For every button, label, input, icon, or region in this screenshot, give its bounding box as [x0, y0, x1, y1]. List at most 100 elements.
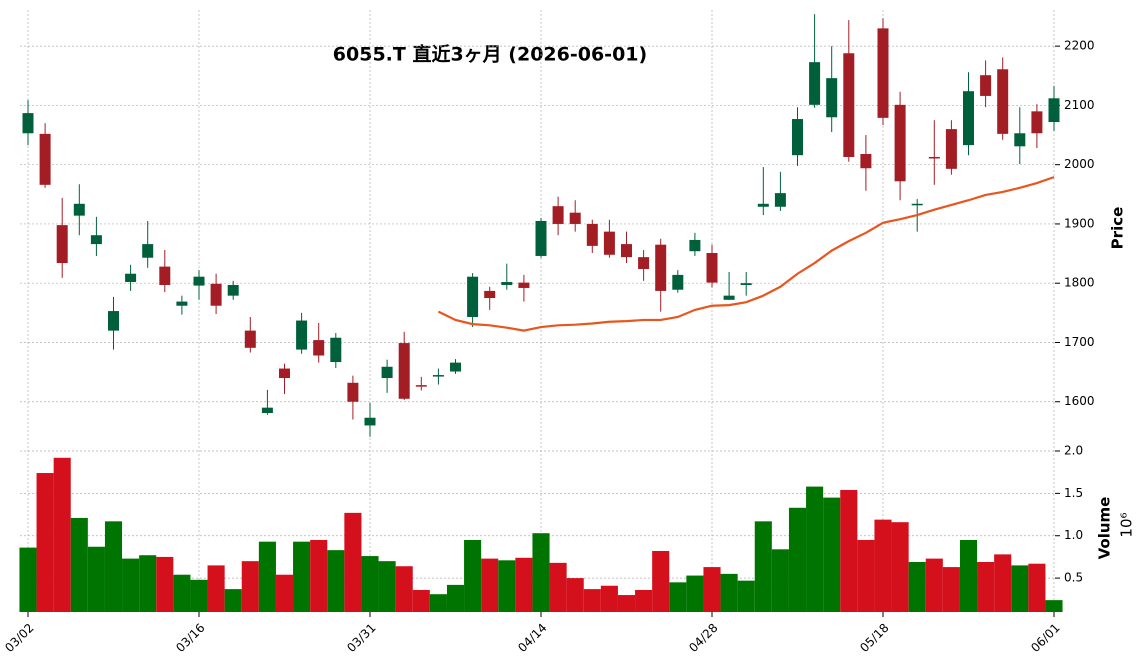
candle-body [689, 239, 701, 252]
candle-body [723, 295, 735, 300]
y-tick-label: 1900 [1064, 216, 1095, 230]
candle-body [210, 283, 222, 306]
volume-bar [70, 517, 88, 612]
candle-body [244, 330, 256, 348]
volume-bar [669, 582, 687, 612]
candle-body [347, 382, 359, 402]
candle-body [56, 225, 68, 264]
volume-scale-label: 10⁶ [1118, 512, 1136, 537]
volume-bar [36, 473, 54, 612]
volume-bar [344, 512, 362, 612]
volume-bar [446, 584, 465, 612]
volume-bar [635, 589, 653, 612]
candle-body [518, 282, 530, 288]
volume-bar [378, 561, 396, 612]
volume-bar [857, 539, 875, 612]
volume-bar [429, 594, 447, 612]
candle-body [945, 129, 957, 169]
candle-body [142, 244, 154, 258]
candle-body [39, 133, 51, 185]
candle-body [193, 276, 205, 286]
candle-body [774, 193, 786, 207]
y-tick-label: 2000 [1064, 157, 1095, 171]
volume-bar [1028, 563, 1046, 612]
candle-body [415, 385, 427, 387]
volume-bar [771, 549, 789, 612]
y-tick-label: 1700 [1064, 335, 1095, 349]
volume-bar [977, 562, 995, 612]
x-tick-label: 03/16 [173, 621, 207, 655]
volume-bar [19, 547, 37, 612]
volume-bar [686, 575, 704, 612]
volume-bar [959, 539, 978, 612]
candle-body [603, 231, 615, 255]
volume-bar [942, 567, 960, 612]
candle-body [432, 375, 444, 377]
volume-bar [498, 560, 516, 612]
candle-body [757, 203, 769, 207]
volume-bar [395, 566, 413, 612]
candle-body [535, 220, 547, 256]
candle-body [313, 340, 325, 356]
candle-body [706, 252, 718, 283]
candle-body [860, 154, 872, 169]
volume-bar [310, 539, 328, 612]
volume-bar [583, 589, 601, 612]
volume-bar [173, 574, 191, 612]
volume-bar [122, 558, 140, 612]
candle-body [569, 212, 581, 224]
volume-bar [532, 533, 550, 612]
candle-body [398, 343, 410, 399]
volume-bar [703, 567, 721, 612]
volume-bar [190, 579, 208, 612]
volume-bar [293, 541, 311, 612]
price-axis-label: Price [1109, 207, 1127, 250]
volume-bar [874, 519, 892, 612]
candle-body [638, 257, 650, 269]
candle-body [809, 62, 821, 105]
candle-body [740, 283, 752, 285]
volume-bar [600, 585, 618, 612]
volume-bar [823, 497, 841, 612]
y-tick-label: 1600 [1064, 394, 1095, 408]
candle-body [877, 28, 889, 118]
volume-bar [515, 557, 533, 612]
candle-body [911, 203, 923, 206]
moving-average-line [437, 176, 1055, 332]
volume-bar [840, 489, 858, 612]
volume-bar [53, 457, 71, 612]
volume-bar [806, 486, 824, 612]
volume-bar [275, 574, 294, 612]
y-tick-label: 2100 [1064, 98, 1095, 112]
candle-body [980, 75, 992, 96]
candle-body [159, 266, 171, 285]
candle-body [552, 206, 564, 224]
volume-bar [788, 507, 807, 612]
volume-bar [754, 521, 772, 612]
volume-bar [720, 573, 738, 612]
volume-bar [549, 562, 567, 612]
candle-body [467, 276, 479, 317]
y-tick-label: 1800 [1064, 276, 1095, 290]
candle-body [655, 244, 667, 291]
candle-body [826, 78, 838, 118]
volume-bar [327, 550, 345, 612]
volume-bar [481, 558, 499, 612]
volume-bar [891, 522, 909, 612]
volume-bar [224, 589, 242, 612]
volume-bar [925, 558, 943, 612]
x-tick-label: 03/31 [344, 621, 378, 655]
volume-bar [652, 550, 670, 612]
volume-bar [207, 565, 225, 612]
candle-body [176, 301, 188, 306]
candle-body [73, 203, 85, 216]
x-tick-label: 04/28 [686, 621, 720, 655]
candle-body [1014, 133, 1026, 147]
y-tick-label: 1.0 [1064, 528, 1083, 542]
candle-body [928, 156, 940, 159]
candle-body [227, 284, 239, 296]
y-tick-label: 2200 [1064, 39, 1095, 53]
candle-body [261, 407, 273, 413]
